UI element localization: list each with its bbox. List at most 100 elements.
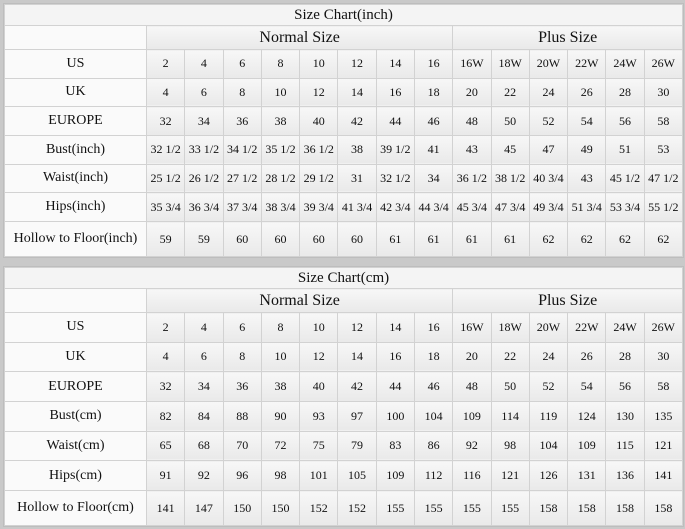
size-table: Size Chart(inch) Normal Size Plus Size US 2 4…	[4, 4, 684, 257]
size-cell: 115	[605, 430, 645, 462]
size-cell: 158	[605, 490, 645, 526]
group-header-plus: Plus Size	[452, 25, 683, 50]
table-row: US 2 4 6 8 10 12 14 16 16W 18W 20W 22W 24W 26W	[4, 312, 684, 343]
size-cell: 18	[413, 77, 454, 108]
size-cell: 88	[222, 400, 262, 432]
size-cell: 121	[643, 430, 684, 462]
size-cell: 147	[184, 490, 224, 526]
row-label: Waist(cm)	[4, 430, 147, 462]
size-cell: 29 1/2	[299, 163, 339, 194]
size-cell: 42 3/4	[375, 192, 415, 222]
size-cell: 48	[452, 106, 492, 136]
size-cell: 36	[222, 106, 262, 136]
size-cell: 16	[413, 49, 454, 79]
size-cell: 104	[528, 430, 569, 462]
size-cell: 54	[567, 371, 607, 402]
size-cell: 22W	[567, 49, 607, 79]
size-cell: 2	[145, 312, 186, 343]
size-cell: 41	[413, 134, 454, 165]
size-cell: 30	[643, 341, 684, 373]
size-cell: 109	[452, 400, 492, 432]
size-cell: 56	[605, 371, 645, 402]
size-cell: 48	[452, 371, 492, 402]
size-cell: 51	[605, 134, 645, 165]
size-cell: 20W	[528, 49, 569, 79]
size-cell: 124	[567, 400, 607, 432]
size-cell: 105	[337, 460, 377, 491]
size-cell: 4	[184, 49, 224, 79]
table-row: US 2 4 6 8 10 12 14 16 16W 18W 20W 22W 24W 26W	[4, 49, 684, 79]
size-cell: 90	[260, 400, 301, 432]
size-cell: 150	[260, 490, 301, 526]
size-cell: 4	[145, 341, 186, 373]
size-cell: 32 1/2	[145, 134, 186, 165]
row-label: EUROPE	[4, 371, 147, 402]
row-label: Waist(inch)	[4, 163, 147, 194]
size-cell: 24W	[605, 49, 645, 79]
size-cell: 61	[413, 221, 454, 257]
size-cell: 49	[567, 134, 607, 165]
size-cell: 34 1/2	[222, 134, 262, 165]
size-cell: 62	[528, 221, 569, 257]
size-cell: 16	[375, 341, 415, 373]
row-label: Hollow to Floor(cm)	[4, 490, 147, 526]
size-cell: 22W	[567, 312, 607, 343]
size-cell: 12	[299, 77, 339, 108]
size-cell: 152	[299, 490, 339, 526]
table-row: Hollow to Floor(cm) 141 147 150 150 152 152 155…	[4, 490, 684, 526]
size-table: Size Chart(cm) Normal Size Plus Size US 2 4 6 8…	[4, 267, 684, 526]
group-header-normal: Normal Size	[145, 288, 454, 313]
size-cell: 119	[528, 400, 569, 432]
size-cell: 26 1/2	[184, 163, 224, 194]
size-cell: 109	[375, 460, 415, 491]
size-cell: 16W	[452, 312, 492, 343]
size-cell: 8	[260, 49, 301, 79]
size-cell: 45 1/2	[605, 163, 645, 194]
size-cell: 141	[643, 460, 684, 491]
table-row: EUROPE 32 34 36 38 40 42 44 46 48 50 52 54 56 58	[4, 106, 684, 136]
row-label: Bust(cm)	[4, 400, 147, 432]
size-cell: 152	[337, 490, 377, 526]
size-cell: 112	[413, 460, 454, 491]
size-cell: 158	[643, 490, 684, 526]
table-row: UK 4 6 8 10 12 14 16 18 20 22 24 26 28 30	[4, 341, 684, 373]
size-cell: 32 1/2	[375, 163, 415, 194]
table-title: Size Chart(cm)	[4, 267, 683, 289]
size-chart-cm: Size Chart(cm) Normal Size Plus Size US 2 4 6 8…	[3, 266, 684, 527]
size-cell: 22	[490, 77, 530, 108]
size-cell: 6	[184, 77, 224, 108]
size-cell: 61	[452, 221, 492, 257]
size-cell: 43	[452, 134, 492, 165]
size-cell: 24	[528, 77, 569, 108]
size-cell: 91	[145, 460, 186, 491]
size-cell: 24W	[605, 312, 645, 343]
size-cell: 155	[375, 490, 415, 526]
size-cell: 59	[184, 221, 224, 257]
size-cell: 38 3/4	[260, 192, 301, 222]
size-cell: 45 3/4	[452, 192, 492, 222]
size-cell: 56	[605, 106, 645, 136]
size-cell: 18	[413, 341, 454, 373]
size-chart-inch: Size Chart(inch) Normal Size Plus Size US 2 4…	[3, 3, 684, 258]
table-row: Waist(cm) 65 68 70 72 75 79 83 86 92 98 104 109 115 12…	[4, 430, 684, 462]
size-cell: 101	[299, 460, 339, 491]
size-cell: 28 1/2	[260, 163, 301, 194]
row-label: Hips(inch)	[4, 192, 147, 222]
size-cell: 26	[567, 77, 607, 108]
size-cell: 98	[490, 430, 530, 462]
size-cell: 44 3/4	[413, 192, 454, 222]
size-cell: 12	[337, 49, 377, 79]
size-cell: 36 1/2	[452, 163, 492, 194]
group-header-normal: Normal Size	[145, 25, 454, 50]
size-cell: 27 1/2	[222, 163, 262, 194]
table-row: Hips(cm) 91 92 96 98 101 105 109 112 116 121 126 131…	[4, 460, 684, 491]
size-cell: 30	[643, 77, 684, 108]
size-cell: 86	[413, 430, 454, 462]
size-cell: 121	[490, 460, 530, 491]
size-cell: 6	[184, 341, 224, 373]
corner-cell	[4, 25, 147, 50]
size-cell: 40	[299, 371, 339, 402]
size-cell: 18W	[490, 312, 530, 343]
size-cell: 41 3/4	[337, 192, 377, 222]
size-cell: 52	[528, 371, 569, 402]
